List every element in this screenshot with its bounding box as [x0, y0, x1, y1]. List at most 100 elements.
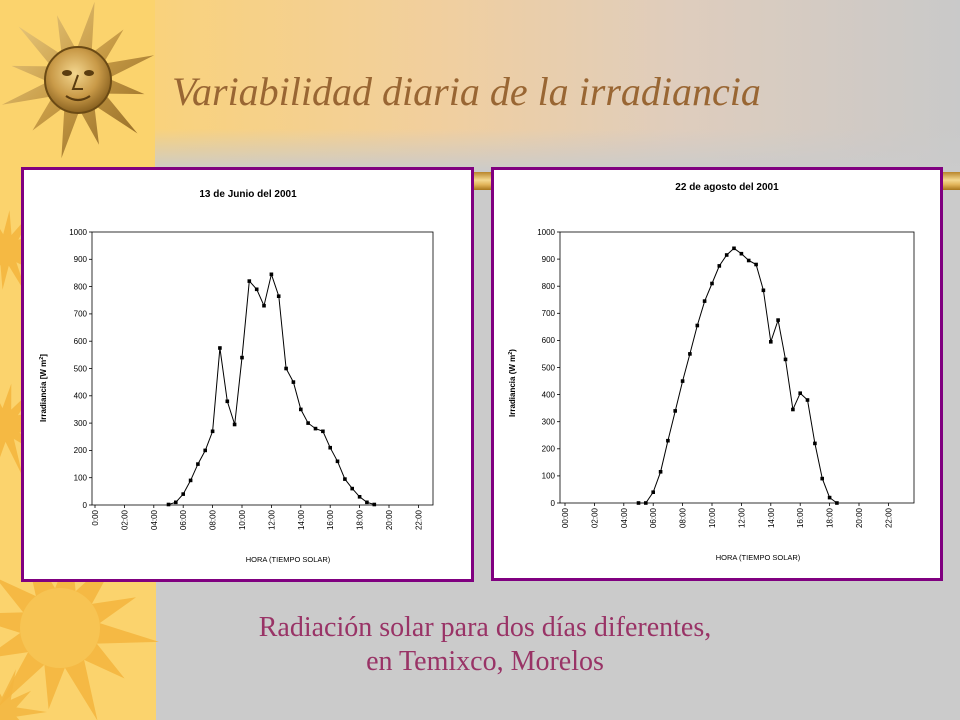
data-point: [791, 407, 795, 412]
y-tick-label: 100: [74, 474, 88, 483]
x-tick-label: 10:00: [708, 507, 717, 528]
sun-core: [20, 588, 100, 668]
data-point: [717, 264, 722, 268]
data-point: [284, 366, 288, 371]
data-point: [746, 258, 751, 263]
data-point: [232, 422, 237, 427]
chart-june-svg: 13 de Junio del 2001 HORA (TIEMPO SOLAR)…: [39, 189, 434, 564]
x-tick-label: 16:00: [796, 507, 805, 528]
data-point: [835, 501, 839, 505]
data-point: [210, 429, 215, 434]
data-point: [262, 303, 266, 308]
data-point: [203, 448, 207, 453]
plot-layer: 0 100 200 300 400 500 600 700 800 900 1000 00:00 02:…: [537, 228, 915, 528]
x-tick-label: 22:00: [414, 509, 423, 530]
y-tick-label: 800: [74, 282, 88, 291]
x-axis-title: HORA (TIEMPO SOLAR): [246, 555, 331, 564]
y-tick-label: 0: [551, 499, 556, 508]
sun-face-mouth: [65, 95, 91, 102]
y-tick-label: 1000: [69, 228, 87, 237]
data-point: [827, 495, 832, 500]
data-point: [181, 492, 185, 496]
data-point: [372, 502, 377, 507]
x-tick-label: 18:00: [356, 509, 365, 530]
x-tick-label: 0:00: [91, 509, 100, 525]
data-point: [247, 279, 252, 283]
y-axis-title-suffix: ]: [39, 354, 48, 357]
sun-icon: [0, 669, 47, 720]
data-point: [269, 272, 274, 277]
y-tick-label: 600: [542, 336, 556, 345]
data-point: [805, 398, 810, 402]
y-tick-label: 900: [542, 255, 556, 264]
y-tick-label: 700: [542, 309, 556, 318]
data-point: [673, 409, 677, 413]
chart-august: 22 de agosto del 2001 HORA (TIEMPO SOLAR…: [491, 167, 943, 581]
plot-area: [91, 231, 434, 506]
data-point: [174, 500, 178, 505]
plot-layer: 0 100 200 300 400 500 600 700 800 900 1000 0:00 02:0…: [69, 228, 434, 530]
plot-area: [559, 231, 915, 504]
x-tick-label: 12:00: [737, 507, 746, 528]
x-tick-label: 02:00: [590, 507, 599, 528]
y-axis-title: Irradiancia (W m2): [508, 349, 517, 417]
x-axis-title: HORA (TIEMPO SOLAR): [716, 553, 801, 562]
y-tick-label: 200: [74, 446, 88, 455]
data-point: [350, 486, 354, 491]
caption-line-2: en Temixco, Morelos: [366, 646, 604, 677]
data-point: [365, 500, 369, 505]
chart-august-svg: 22 de agosto del 2001 HORA (TIEMPO SOLAR…: [508, 182, 915, 562]
y-tick-label: 0: [83, 501, 88, 510]
series-line: [638, 247, 838, 504]
chart-title: 22 de agosto del 2001: [675, 182, 779, 193]
y-tick-label: 100: [542, 472, 556, 481]
data-point: [166, 502, 171, 507]
y-axis-title-text: Irradiancia [W m: [39, 360, 48, 422]
data-point: [724, 253, 729, 257]
y-tick-label: 800: [542, 282, 556, 291]
data-point: [343, 477, 347, 481]
slide-title: Variabilidad diaria de la irradiancia: [172, 69, 761, 114]
x-tick-label: 06:00: [179, 509, 188, 530]
sun-face-eye: [62, 70, 72, 76]
data-point: [798, 391, 802, 395]
data-point: [335, 459, 340, 464]
y-tick-label: 700: [74, 310, 88, 319]
data-point: [240, 355, 244, 360]
x-tick-label: 04:00: [620, 507, 629, 528]
y-tick-label: 500: [74, 364, 88, 373]
y-tick-label: 300: [74, 419, 88, 428]
data-point: [276, 294, 281, 298]
sun-face-disc: [44, 46, 112, 114]
x-tick-label: 04:00: [150, 509, 159, 530]
data-point: [196, 462, 200, 466]
data-point: [218, 346, 222, 350]
data-point: [651, 490, 655, 494]
data-point: [702, 299, 707, 303]
y-axis-unit-superscript: 2: [39, 357, 45, 360]
data-point: [739, 251, 744, 256]
data-point: [761, 288, 766, 293]
data-point: [769, 340, 773, 344]
data-point: [328, 445, 332, 450]
sun-face-icon: [1, 1, 155, 159]
data-point: [813, 441, 817, 446]
caption-line-1: Radiación solar para dos días diferentes…: [258, 612, 712, 643]
data-point: [688, 352, 692, 356]
x-tick-label: 06:00: [649, 507, 658, 528]
y-axis-title-suffix: ): [508, 349, 517, 352]
y-tick-label: 1000: [537, 228, 555, 237]
sun-face-eye: [84, 70, 94, 76]
y-axis-unit-superscript: 2: [508, 352, 514, 355]
x-tick-label: 00:00: [561, 507, 570, 528]
series-line: [168, 272, 375, 505]
x-tick-label: 22:00: [884, 507, 893, 528]
data-point: [254, 287, 259, 292]
chart-title: 13 de Junio del 2001: [199, 189, 297, 200]
x-tick-label: 20:00: [855, 507, 864, 528]
title-band: [155, 0, 960, 172]
data-point: [754, 262, 758, 267]
x-tick-label: 14:00: [767, 507, 776, 528]
data-point: [636, 501, 641, 505]
data-point: [658, 470, 663, 474]
